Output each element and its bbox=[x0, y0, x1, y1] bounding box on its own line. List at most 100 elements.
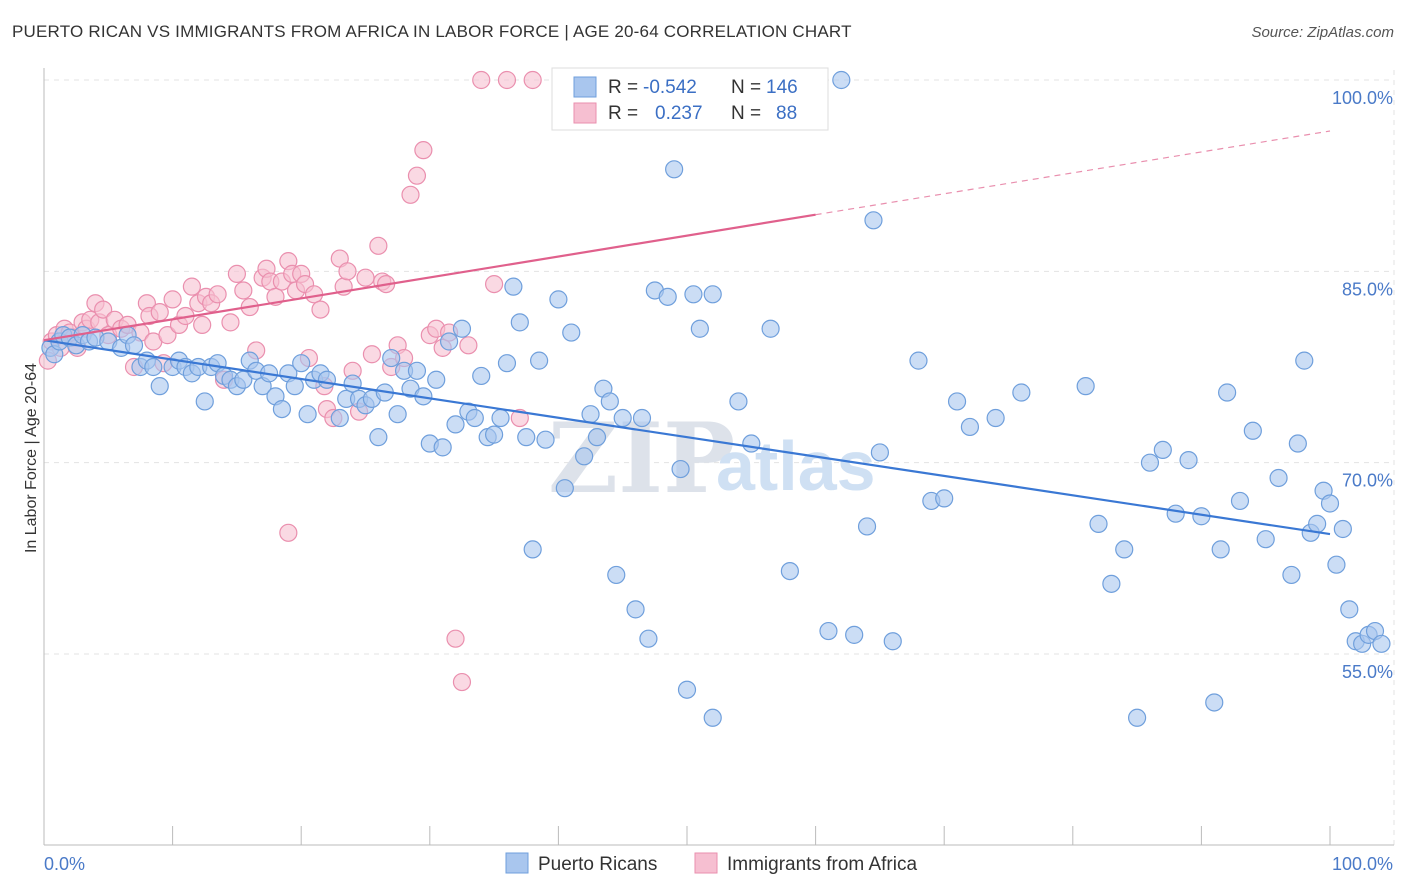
point-puerto-ricans bbox=[909, 351, 928, 370]
point-puerto-ricans bbox=[1089, 514, 1108, 533]
point-puerto-ricans bbox=[1282, 565, 1301, 585]
stats-legend: R = -0.542 N = 146 R = 0.237 N = 88 bbox=[551, 67, 829, 131]
axes bbox=[43, 68, 1394, 846]
y-tick-label: 70.0% bbox=[1342, 471, 1393, 491]
point-puerto-ricans bbox=[1076, 377, 1095, 396]
point-puerto-ricans bbox=[285, 377, 304, 396]
point-puerto-ricans bbox=[407, 361, 427, 380]
point-puerto-ricans bbox=[439, 332, 459, 351]
point-puerto-ricans bbox=[581, 405, 600, 424]
point-puerto-ricans bbox=[485, 425, 504, 444]
point-immigrants-from-africa bbox=[362, 345, 382, 364]
point-puerto-ricans bbox=[510, 313, 529, 332]
point-puerto-ricans bbox=[517, 428, 536, 447]
legend-r-label: R = bbox=[608, 103, 638, 124]
point-puerto-ricans bbox=[883, 632, 902, 651]
point-puerto-ricans bbox=[1327, 555, 1346, 574]
y-tick-label: 100.0% bbox=[1332, 88, 1393, 108]
point-puerto-ricans bbox=[382, 348, 401, 368]
series-puerto-ricans bbox=[41, 70, 1391, 727]
legend-r-value: -0.542 bbox=[643, 77, 697, 98]
x-tick-label: 100.0% bbox=[1332, 854, 1393, 874]
point-puerto-ricans bbox=[1333, 519, 1352, 539]
point-puerto-ricans bbox=[369, 428, 388, 447]
point-puerto-ricans bbox=[684, 285, 703, 304]
point-puerto-ricans bbox=[575, 447, 594, 466]
point-immigrants-from-africa bbox=[234, 281, 253, 300]
point-immigrants-from-africa bbox=[150, 303, 169, 322]
point-puerto-ricans bbox=[658, 287, 677, 306]
point-immigrants-from-africa bbox=[208, 285, 227, 304]
point-puerto-ricans bbox=[1269, 468, 1288, 488]
point-puerto-ricans bbox=[703, 708, 722, 727]
point-immigrants-from-africa bbox=[446, 629, 465, 648]
point-immigrants-from-africa bbox=[369, 236, 388, 255]
legend-box bbox=[551, 67, 829, 131]
point-puerto-ricans bbox=[607, 565, 626, 585]
point-puerto-ricans bbox=[523, 540, 542, 559]
point-puerto-ricans bbox=[587, 428, 607, 447]
point-puerto-ricans bbox=[195, 392, 214, 411]
y-axis-label: In Labor Force | Age 20-64 bbox=[23, 363, 40, 553]
point-puerto-ricans bbox=[317, 370, 337, 389]
point-puerto-ricans bbox=[677, 680, 697, 699]
legend-label-immigrants-from-africa: Immigrants from Africa bbox=[727, 854, 917, 875]
point-puerto-ricans bbox=[1243, 421, 1262, 440]
x-tick-label: 0.0% bbox=[44, 854, 85, 874]
chart-title: PUERTO RICAN VS IMMIGRANTS FROM AFRICA I… bbox=[12, 22, 852, 41]
point-puerto-ricans bbox=[947, 392, 967, 411]
legend-n-label: N = bbox=[731, 103, 761, 124]
point-puerto-ricans bbox=[330, 408, 349, 428]
point-puerto-ricans bbox=[433, 438, 452, 457]
point-puerto-ricans bbox=[1179, 451, 1198, 470]
point-immigrants-from-africa bbox=[414, 141, 433, 160]
point-puerto-ricans bbox=[600, 392, 619, 411]
point-puerto-ricans bbox=[1127, 708, 1147, 727]
point-puerto-ricans bbox=[832, 70, 851, 90]
point-puerto-ricans bbox=[1211, 540, 1230, 559]
point-immigrants-from-africa bbox=[485, 274, 504, 294]
point-immigrants-from-africa bbox=[221, 313, 240, 332]
point-immigrants-from-africa bbox=[459, 336, 478, 355]
legend-n-value: 88 bbox=[776, 103, 797, 124]
point-puerto-ricans bbox=[465, 408, 484, 428]
point-puerto-ricans bbox=[845, 625, 864, 644]
point-puerto-ricans bbox=[562, 323, 581, 342]
point-puerto-ricans bbox=[729, 392, 748, 411]
point-puerto-ricans bbox=[1115, 540, 1134, 559]
point-puerto-ricans bbox=[1256, 530, 1275, 549]
trend-line-puerto-ricans bbox=[43, 339, 1331, 536]
point-puerto-ricans bbox=[1295, 351, 1314, 370]
point-puerto-ricans bbox=[1308, 514, 1327, 533]
point-puerto-ricans bbox=[857, 517, 877, 536]
legend-label-puerto-ricans: Puerto Ricans bbox=[538, 854, 657, 875]
point-puerto-ricans bbox=[639, 629, 658, 648]
point-puerto-ricans bbox=[864, 211, 883, 230]
point-puerto-ricans bbox=[555, 479, 574, 498]
point-puerto-ricans bbox=[388, 405, 407, 424]
point-immigrants-from-africa bbox=[163, 290, 182, 309]
point-immigrants-from-africa bbox=[279, 523, 298, 542]
point-puerto-ricans bbox=[626, 600, 645, 619]
point-puerto-ricans bbox=[298, 405, 317, 424]
point-puerto-ricans bbox=[427, 370, 446, 389]
point-puerto-ricans bbox=[613, 408, 632, 428]
y-tick-labels: 100.0% 85.0% 70.0% 55.0% bbox=[1332, 88, 1393, 682]
legend-r-value: 0.237 bbox=[655, 103, 703, 124]
point-puerto-ricans bbox=[671, 459, 690, 479]
point-puerto-ricans bbox=[986, 408, 1005, 428]
point-puerto-ricans bbox=[536, 430, 555, 449]
point-puerto-ricans bbox=[124, 336, 144, 355]
point-puerto-ricans bbox=[292, 354, 311, 373]
point-puerto-ricans bbox=[1340, 600, 1359, 619]
point-immigrants-from-africa bbox=[401, 185, 420, 204]
point-puerto-ricans bbox=[819, 621, 838, 641]
point-puerto-ricans bbox=[497, 354, 517, 373]
point-puerto-ricans bbox=[1153, 440, 1172, 460]
point-puerto-ricans bbox=[1320, 494, 1340, 513]
legend-swatch-blue bbox=[573, 76, 597, 98]
x-tick-labels: 0.0% 100.0% bbox=[44, 854, 1393, 874]
point-immigrants-from-africa bbox=[407, 166, 427, 185]
point-puerto-ricans bbox=[960, 417, 980, 437]
point-puerto-ricans bbox=[1166, 504, 1185, 523]
